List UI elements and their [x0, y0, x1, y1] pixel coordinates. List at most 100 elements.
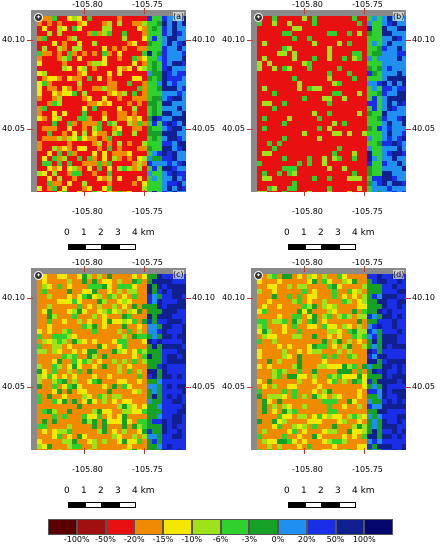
- raster-cell: [92, 151, 97, 156]
- raster-cell: [322, 414, 327, 419]
- raster-cell: [42, 299, 47, 304]
- map-panel: -105.80 -105.75 -105.80 -105.75 40.10 40.10 40…: [220, 258, 440, 533]
- raster-cell: [317, 191, 322, 192]
- legend-label: -20%: [123, 535, 145, 544]
- raster-cell: [277, 329, 282, 334]
- axis-tick: [27, 40, 33, 41]
- lat-label-left: 40.05: [2, 124, 25, 133]
- raster-cell: [332, 146, 337, 151]
- raster-cell: [357, 439, 362, 444]
- raster-cell: [332, 429, 337, 434]
- raster-cell: [267, 76, 272, 81]
- raster-cell: [387, 191, 392, 192]
- raster-cell: [292, 279, 297, 284]
- raster-cell: [112, 289, 117, 294]
- raster-cell: [162, 16, 167, 21]
- raster-cell: [257, 434, 262, 439]
- raster-cell: [292, 384, 297, 389]
- raster-cell: [317, 324, 322, 329]
- raster-cell: [132, 274, 137, 279]
- raster-cell: [147, 359, 152, 364]
- raster-cell: [62, 439, 67, 444]
- raster-cell: [327, 434, 332, 439]
- raster-cell: [42, 171, 47, 176]
- raster-cell: [132, 81, 137, 86]
- raster-cell: [327, 156, 332, 161]
- raster-cell: [367, 141, 372, 146]
- raster-cell: [372, 61, 377, 66]
- raster-cell: [262, 449, 267, 450]
- raster-cell: [167, 439, 172, 444]
- raster-cell: [72, 56, 77, 61]
- raster-cell: [107, 96, 112, 101]
- raster-cell: [62, 419, 67, 424]
- lon-label-bottom: -105.75: [352, 465, 383, 474]
- raster-cell: [62, 66, 67, 71]
- raster-cell: [82, 141, 87, 146]
- raster-cell: [302, 86, 307, 91]
- legend-swatch: [163, 519, 192, 535]
- raster-cell: [42, 131, 47, 136]
- raster-cell: [172, 449, 177, 450]
- raster-cell: [347, 384, 352, 389]
- raster-cell: [97, 299, 102, 304]
- raster-cell: [367, 46, 372, 51]
- raster-cell: [72, 414, 77, 419]
- raster-cell: [352, 364, 357, 369]
- scale-tick-label: 4 km: [352, 228, 375, 238]
- raster-cell: [352, 299, 357, 304]
- raster-cell: [262, 166, 267, 171]
- raster-cell: [377, 279, 382, 284]
- raster-cell: [157, 304, 162, 309]
- raster-cell: [267, 71, 272, 76]
- raster-cell: [272, 294, 277, 299]
- raster-cell: [82, 161, 87, 166]
- raster-cell: [362, 31, 367, 36]
- raster-cell: [97, 81, 102, 86]
- raster-cell: [67, 414, 72, 419]
- raster-cell: [87, 126, 92, 131]
- raster-cell: [157, 294, 162, 299]
- raster-cell: [372, 429, 377, 434]
- raster-cell: [127, 56, 132, 61]
- raster-cell: [37, 449, 42, 450]
- raster-cell: [397, 299, 402, 304]
- raster-cell: [62, 364, 67, 369]
- raster-cell: [122, 126, 127, 131]
- raster-cell: [127, 136, 132, 141]
- raster-cell: [167, 394, 172, 399]
- raster-cell: [402, 289, 406, 294]
- raster-cell: [162, 46, 167, 51]
- raster-cell: [347, 26, 352, 31]
- raster-cell: [387, 176, 392, 181]
- raster-cell: [332, 319, 337, 324]
- raster-cell: [302, 324, 307, 329]
- raster-cell: [77, 66, 82, 71]
- raster-cell: [367, 86, 372, 91]
- raster-cell: [92, 136, 97, 141]
- raster-cell: [337, 26, 342, 31]
- raster-cell: [322, 96, 327, 101]
- raster-cell: [152, 51, 157, 56]
- raster-cell: [292, 389, 297, 394]
- raster-cell: [367, 364, 372, 369]
- raster-cell: [167, 161, 172, 166]
- raster-cell: [122, 141, 127, 146]
- raster-cell: [307, 274, 312, 279]
- raster-cell: [107, 151, 112, 156]
- raster-cell: [282, 116, 287, 121]
- raster-cell: [302, 384, 307, 389]
- raster-cell: [352, 449, 357, 450]
- raster-cell: [357, 329, 362, 334]
- raster-cell: [107, 126, 112, 131]
- raster-cell: [257, 384, 262, 389]
- raster-cell: [332, 439, 337, 444]
- raster-cell: [62, 121, 67, 126]
- raster-cell: [97, 404, 102, 409]
- raster-cell: [257, 31, 262, 36]
- raster-cell: [57, 334, 62, 339]
- raster-cell: [162, 111, 167, 116]
- raster-cell: [127, 429, 132, 434]
- raster-cell: [377, 51, 382, 56]
- raster-cell: [307, 329, 312, 334]
